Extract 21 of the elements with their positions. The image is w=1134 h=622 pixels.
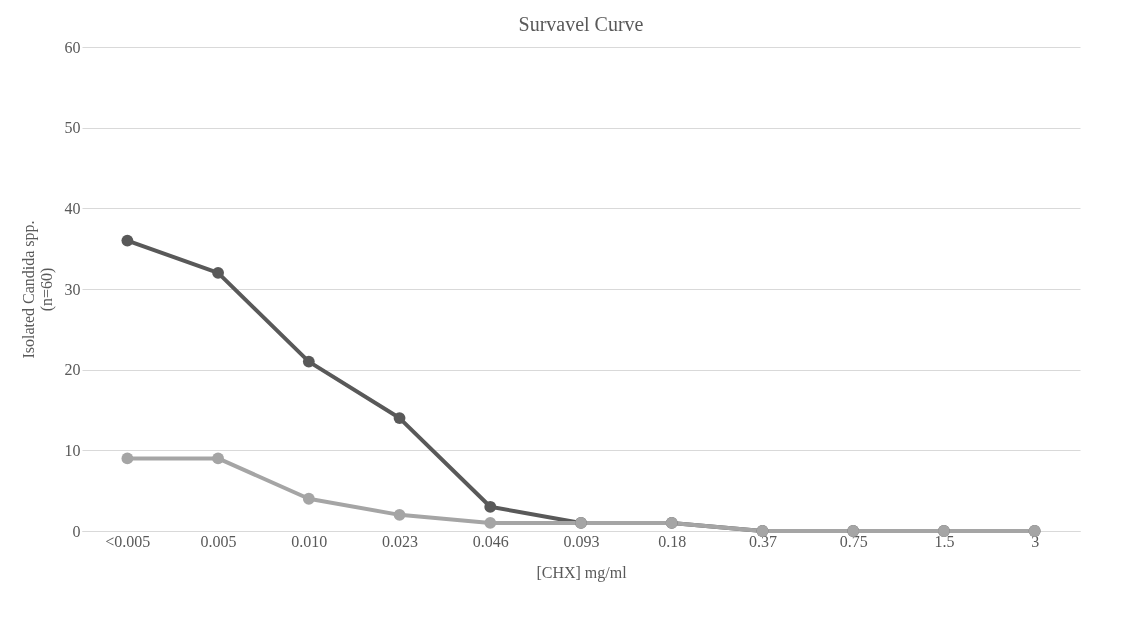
x-tick-label: 0.023	[382, 532, 419, 550]
x-tick-label: 0.046	[472, 532, 509, 550]
y-tick-label: 20	[64, 361, 81, 379]
x-tick-label: <0.005	[105, 532, 151, 550]
x-tick-label: 0.37	[748, 532, 777, 550]
x-tick-label: 0.75	[839, 532, 868, 550]
y-tick-label: 0	[72, 522, 81, 540]
x-tick-label: 1.5	[934, 532, 955, 550]
x-axis-title: [CHX] mg/ml	[536, 563, 628, 582]
x-tick-label: 0.010	[291, 532, 328, 550]
y-tick-label: 60	[64, 38, 81, 56]
y-tick-label: 30	[64, 280, 81, 298]
y-tick-label: 10	[64, 441, 81, 459]
y-tick-label: 40	[64, 199, 81, 217]
x-tick-label: 3	[1031, 532, 1040, 550]
x-tick-label: 0.18	[658, 532, 687, 550]
x-tick-label: 0.093	[563, 532, 600, 550]
x-tick-label: 0.005	[200, 532, 237, 550]
y-tick-label: 50	[64, 119, 81, 137]
chart-title: Survavel Curve	[518, 13, 644, 35]
y-axis-title: Isolated Candida spp. (n=60)	[19, 220, 56, 359]
